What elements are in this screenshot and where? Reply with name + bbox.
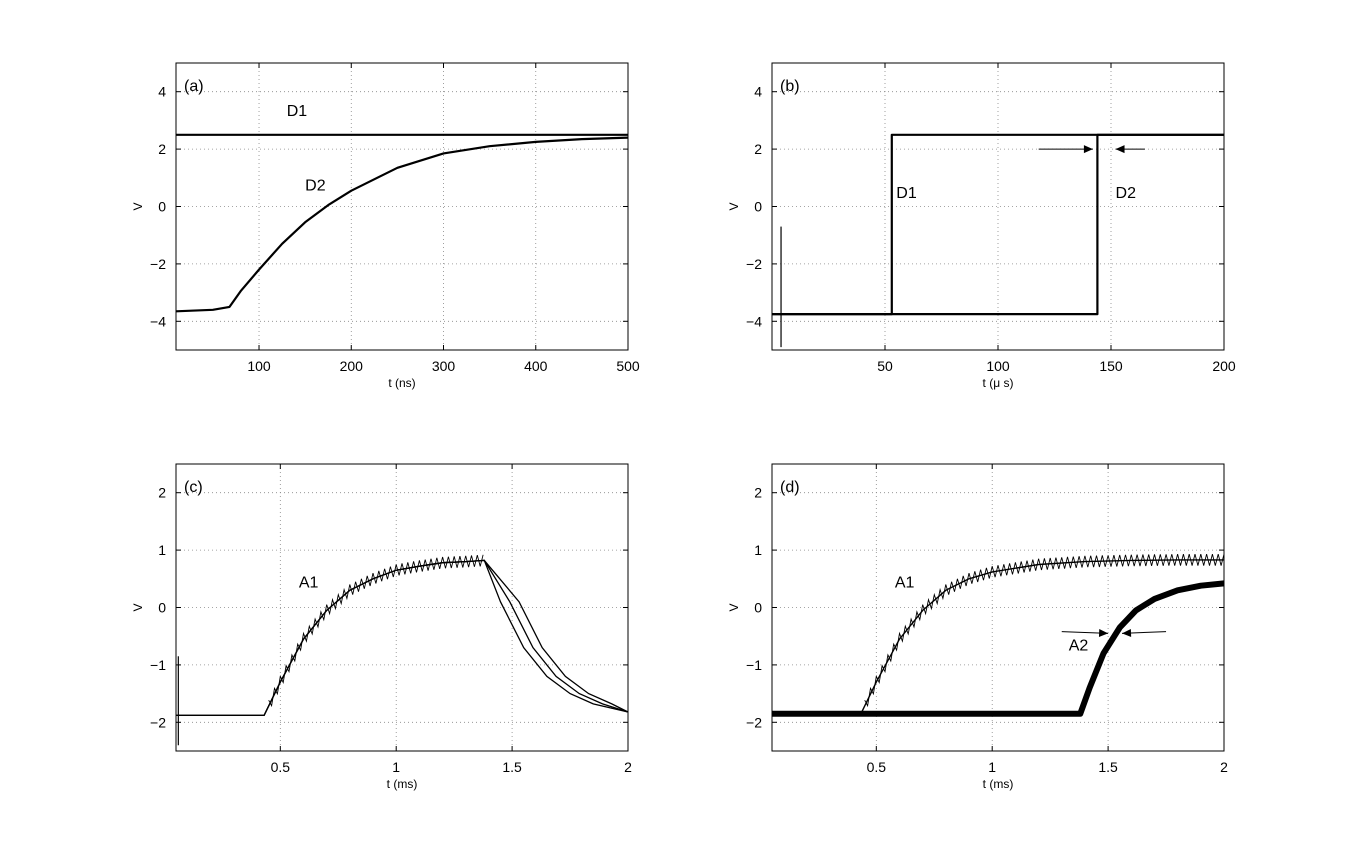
y-tick-label: 0	[754, 199, 762, 215]
x-tick-label: 150	[1099, 358, 1123, 374]
x-tick-label: 0.5	[867, 759, 887, 775]
series-line-a2	[772, 580, 1225, 717]
x-tick-label: 300	[432, 358, 456, 374]
series-line-a1	[772, 559, 1224, 717]
x-tick-label: 50	[877, 358, 893, 374]
panel-label: (d)	[780, 479, 800, 496]
y-tick-label: 1	[158, 542, 166, 558]
x-tick-label: 1.5	[1098, 759, 1118, 775]
arrow-left-head	[1083, 145, 1093, 154]
x-tick-label: 100	[247, 358, 271, 374]
y-tick-label: −4	[150, 313, 166, 329]
x-tick-label: 2	[624, 759, 632, 775]
arrow-right-head	[1115, 145, 1125, 154]
panel-label: (c)	[184, 479, 203, 496]
y-tick-label: 2	[158, 485, 166, 501]
y-tick-label: −2	[746, 714, 762, 730]
x-tick-label: 200	[340, 358, 364, 374]
y-axis-label: V	[131, 202, 145, 210]
annotation-d1: D1	[896, 185, 917, 202]
annotation-a2: A2	[1069, 638, 1089, 655]
series-line-d2	[175, 136, 629, 313]
x-tick-label: 100	[986, 358, 1010, 374]
series-line-d2	[772, 133, 1224, 316]
y-tick-label: −2	[746, 256, 762, 272]
y-tick-label: 4	[158, 84, 166, 100]
y-tick-label: 2	[158, 141, 166, 157]
panel-c: 0.5 1 1.5 2 −2 −1 0 1 2 t (ms) V (c) A1	[131, 463, 632, 791]
series-ripple-a1	[268, 554, 484, 708]
panel-b: 50 100 150 200 −4 −2 0 2 4 t (μ s) V (b) D1 D2	[727, 62, 1236, 390]
y-tick-label: 4	[754, 84, 762, 100]
y-axis-label: V	[131, 603, 145, 611]
x-tick-label: 200	[1212, 358, 1236, 374]
y-tick-label: −1	[150, 657, 166, 673]
y-tick-label: 2	[754, 485, 762, 501]
y-tick-label: −2	[150, 256, 166, 272]
x-tick-label: 500	[616, 358, 640, 374]
x-tick-label: 0.5	[271, 759, 291, 775]
panel-d: 0.5 1 1.5 2 −2 −1 0 1 2 t (ms) V (d) A1 A2	[727, 463, 1228, 791]
y-tick-label: −2	[150, 714, 166, 730]
annotation-d2: D2	[1116, 185, 1137, 202]
series-ripple-a1	[864, 553, 1225, 708]
annotation-d1: D1	[287, 103, 308, 120]
y-tick-label: 0	[158, 199, 166, 215]
y-axis-label: V	[727, 603, 741, 611]
panel-label: (a)	[184, 78, 204, 95]
y-tick-label: 1	[754, 542, 762, 558]
x-axis-label: t (μ s)	[983, 376, 1014, 390]
arrow-right-head	[1122, 628, 1132, 637]
y-tick-label: −4	[746, 313, 762, 329]
x-tick-label: 400	[524, 358, 548, 374]
y-tick-label: 0	[754, 600, 762, 616]
annotation-a1: A1	[895, 574, 915, 591]
x-tick-label: 1.5	[502, 759, 522, 775]
arrow-left-head	[1098, 628, 1109, 637]
x-tick-label: 1	[392, 759, 400, 775]
panel-a: 100 200 300 400 500 −4 −2 0 2 4 t (ns) V (a) D1 D2	[131, 62, 640, 390]
x-axis-label: t (ms)	[983, 777, 1014, 791]
series-line-a1-trace2	[176, 559, 629, 717]
panel-label: (b)	[780, 78, 800, 95]
annotation-d2: D2	[305, 178, 326, 195]
y-tick-label: 0	[158, 600, 166, 616]
y-tick-label: −1	[746, 657, 762, 673]
x-axis-label: t (ns)	[388, 376, 415, 390]
annotation-a1: A1	[299, 574, 319, 591]
x-tick-label: 2	[1220, 759, 1228, 775]
y-tick-label: 2	[754, 141, 762, 157]
x-tick-label: 1	[988, 759, 996, 775]
x-axis-label: t (ms)	[387, 777, 418, 791]
y-axis-label: V	[727, 202, 741, 210]
